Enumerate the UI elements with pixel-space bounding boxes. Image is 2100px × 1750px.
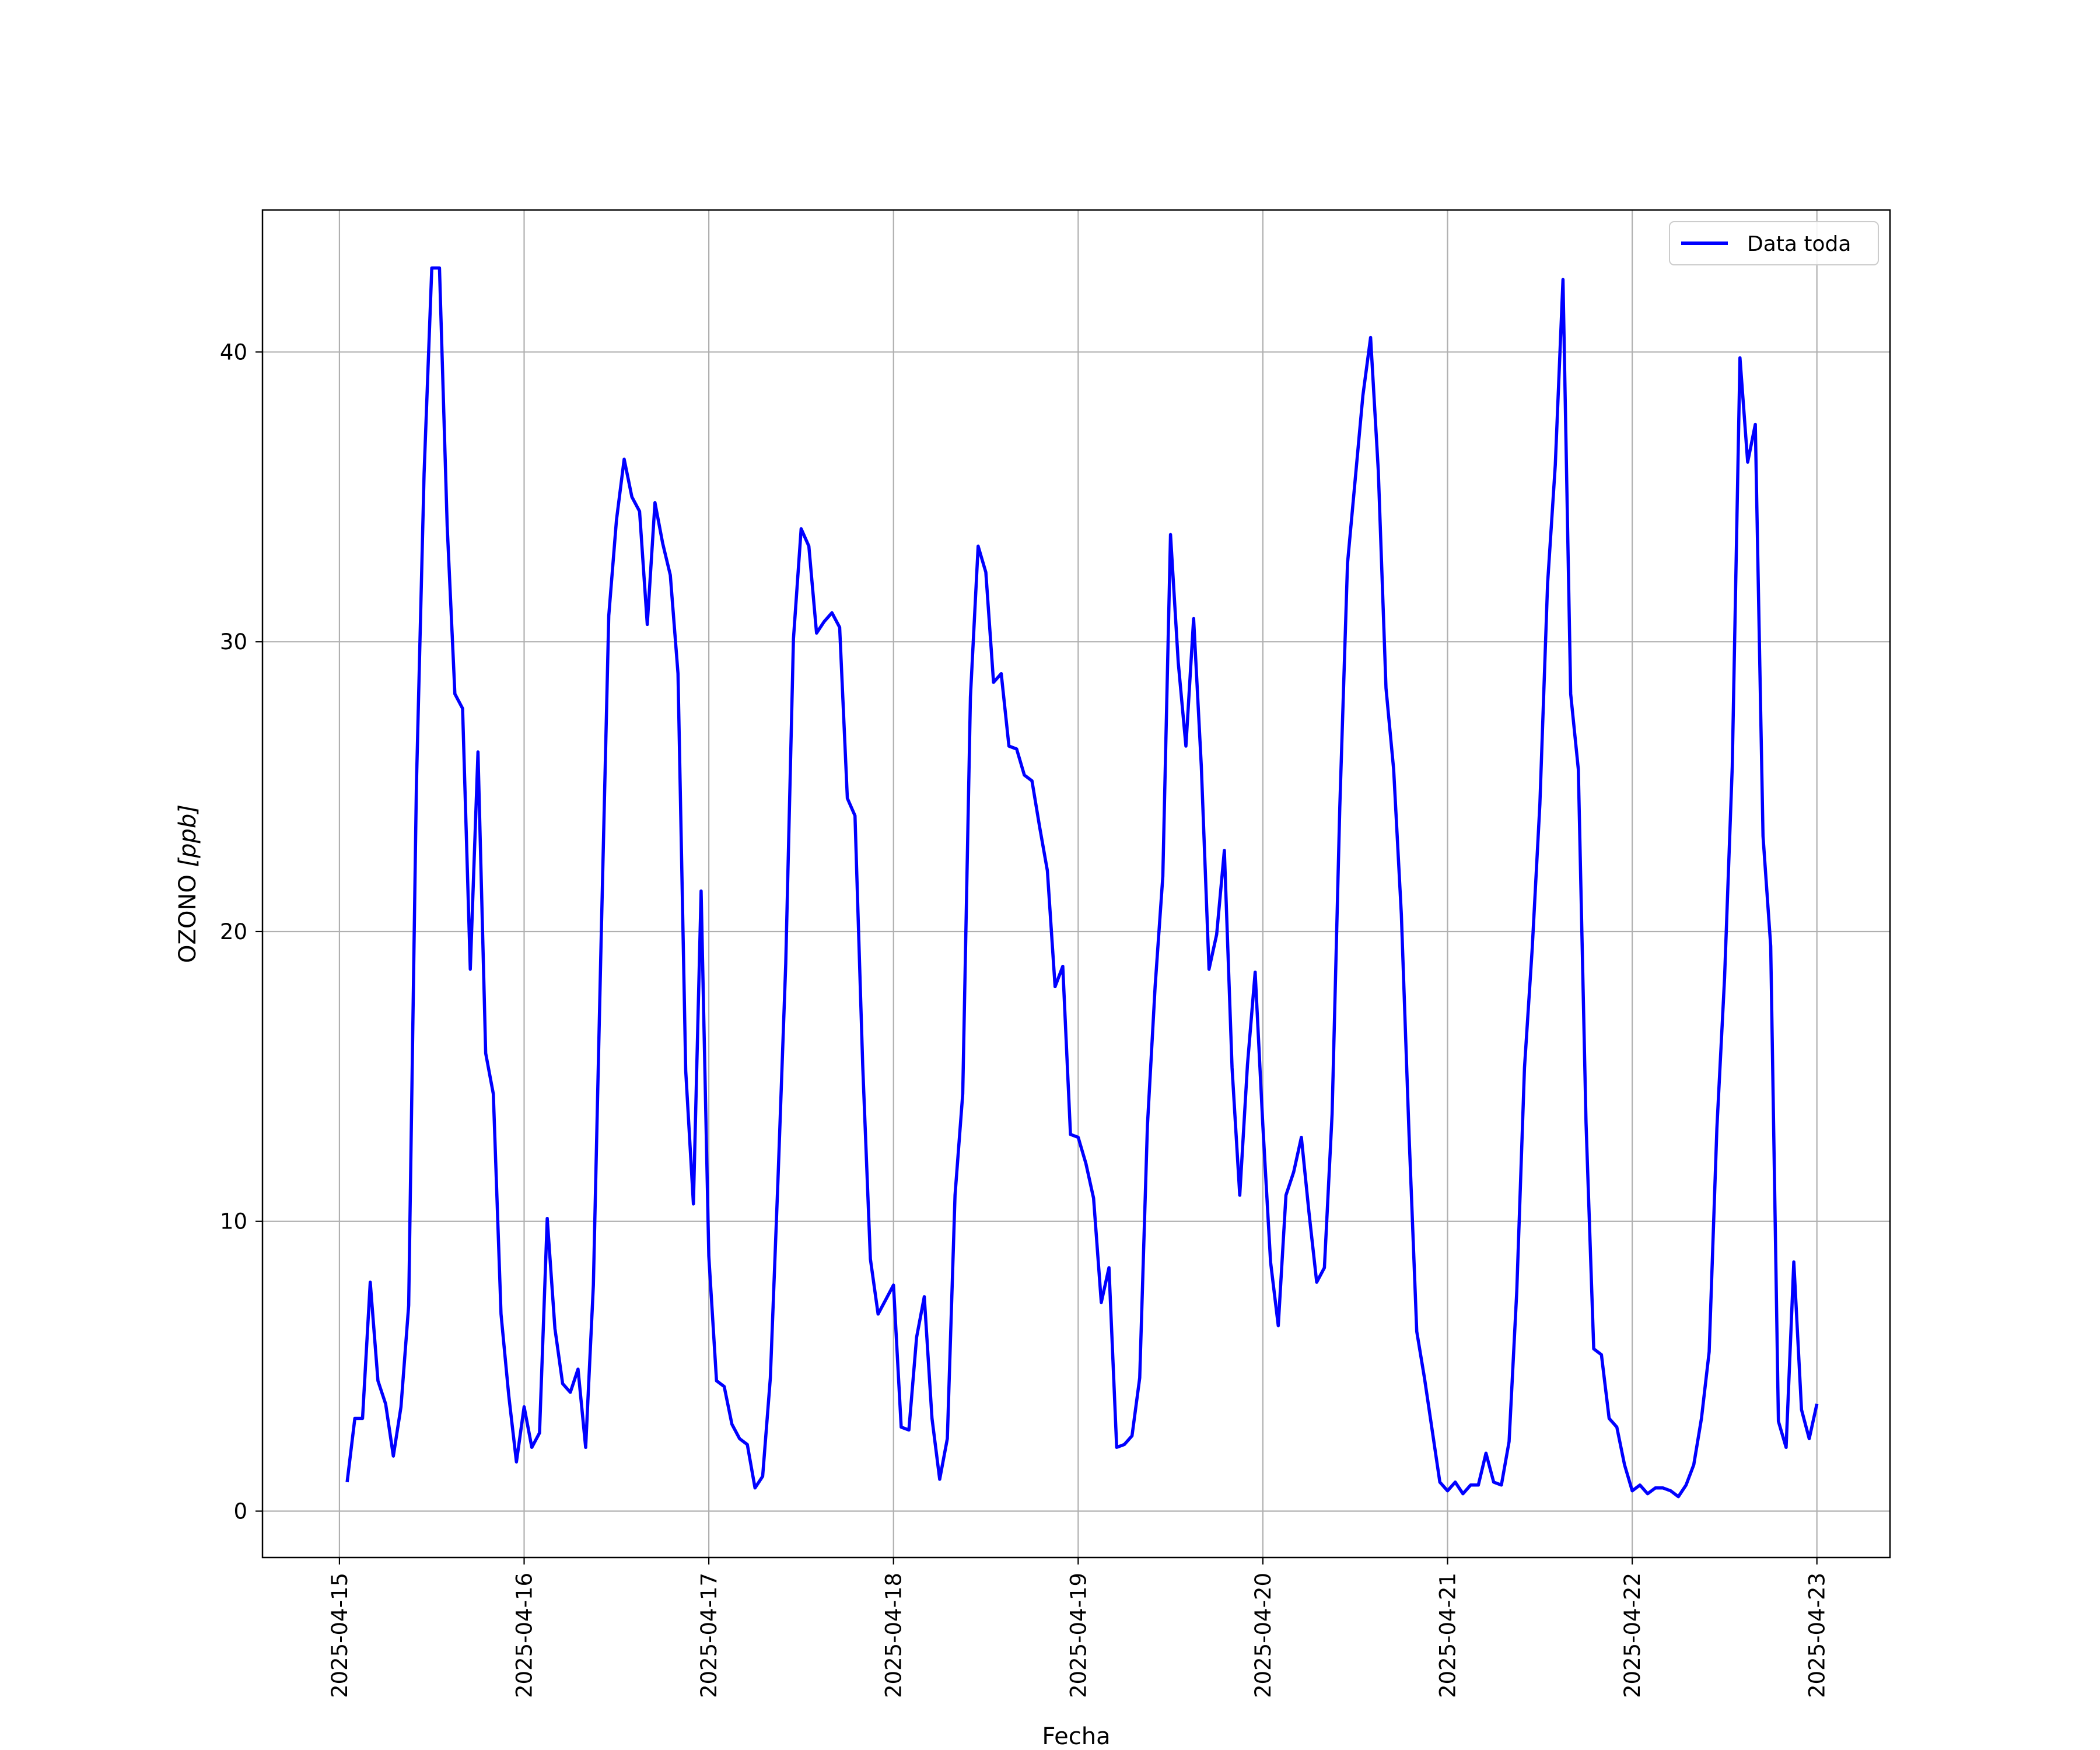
series-line-data-toda xyxy=(345,266,1819,1499)
legend: Data toda xyxy=(1669,221,1879,265)
y-axis-label-name: OZONO xyxy=(174,867,201,963)
x-tick-label: 2025-04-16 xyxy=(512,1573,537,1698)
y-tick-label: 20 xyxy=(220,919,247,944)
series-layer xyxy=(345,266,1819,1499)
x-tick-label: 2025-04-17 xyxy=(696,1573,722,1698)
plot-area-frame xyxy=(261,209,1891,1559)
x-tick-label: 2025-04-23 xyxy=(1805,1573,1830,1698)
x-tick-label: 2025-04-15 xyxy=(327,1573,352,1698)
x-tick-label: 2025-04-22 xyxy=(1620,1573,1645,1698)
x-tick-label: 2025-04-19 xyxy=(1066,1573,1091,1698)
y-tick-label: 0 xyxy=(233,1499,247,1524)
y-axis-label: OZONO [ppb] xyxy=(174,804,201,963)
legend-box xyxy=(1669,221,1879,265)
x-tick-label: 2025-04-20 xyxy=(1251,1573,1276,1698)
x-axis-label: Fecha xyxy=(1042,1723,1110,1750)
x-tick-label: 2025-04-18 xyxy=(881,1573,907,1698)
y-tick-label: 40 xyxy=(220,340,247,365)
y-tick-label: 30 xyxy=(220,629,247,654)
y-tick-label: 10 xyxy=(220,1209,247,1234)
grid-lines xyxy=(262,210,1890,1558)
x-tick-label: 2025-04-21 xyxy=(1435,1573,1460,1698)
legend-entry-label: Data toda xyxy=(1747,232,1851,256)
axis-ticks: 2025-04-15 2025-04-16 2025-04-17 2025-04-18… xyxy=(220,340,1830,1698)
y-axis-label-unit: [ppb] xyxy=(174,804,201,867)
